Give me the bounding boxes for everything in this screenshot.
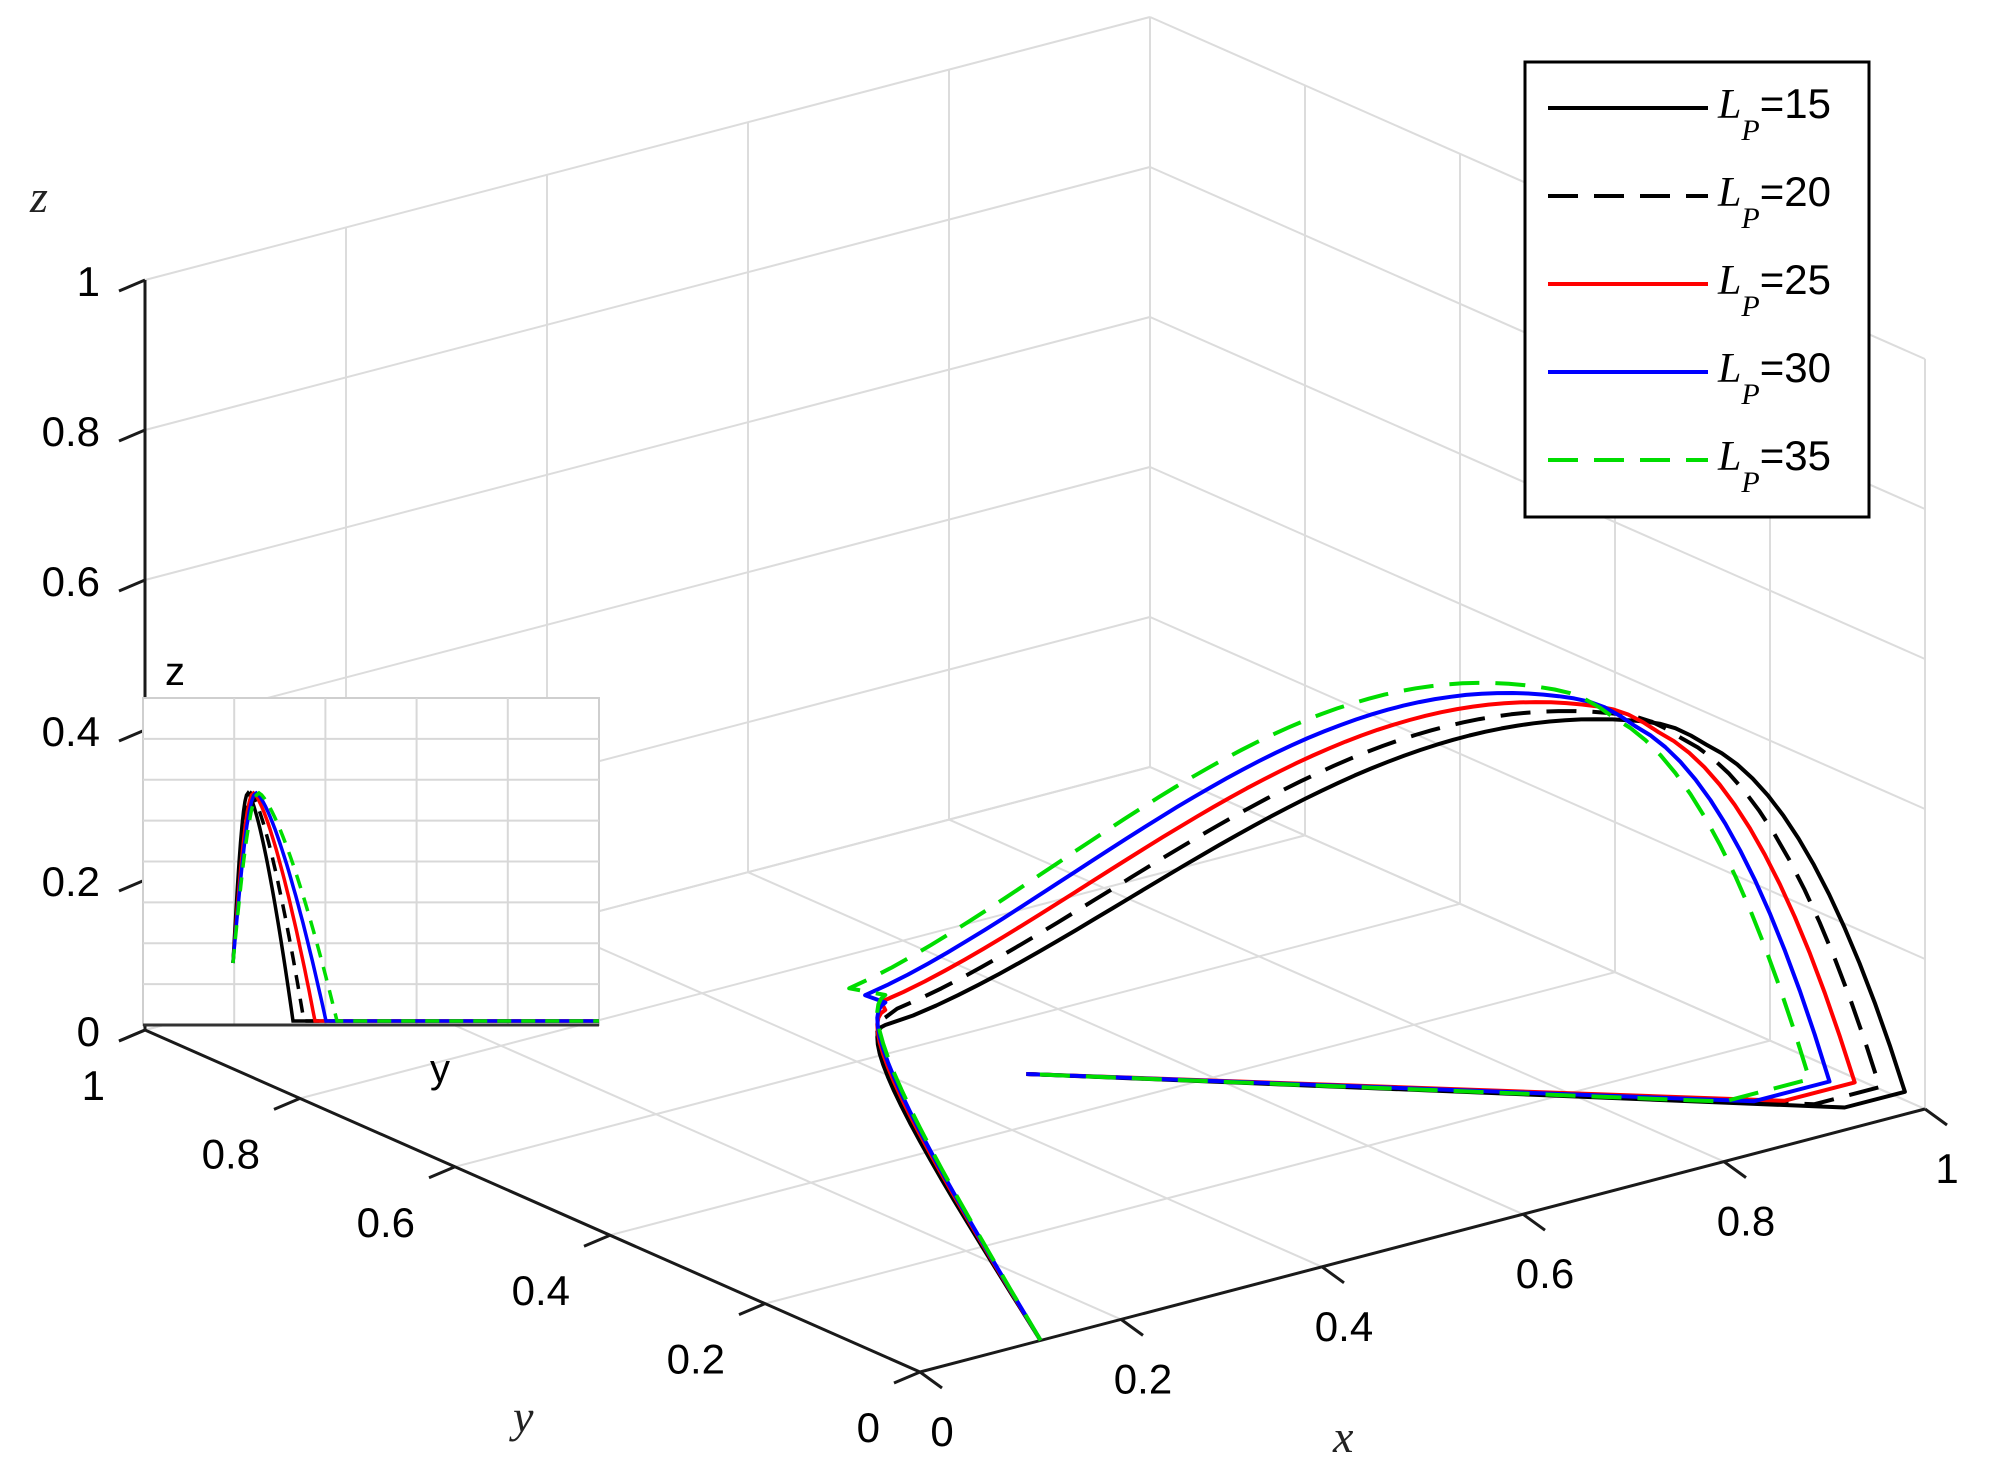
y-tick-mark — [118, 1028, 146, 1043]
z-tick-mark — [118, 728, 146, 743]
z-tick-mark — [118, 428, 146, 443]
x-tick-mark — [1321, 1265, 1345, 1285]
legend-label-2: LP=20 — [1717, 168, 1831, 235]
inset-grid — [143, 698, 599, 1027]
y-tick-label: 0.2 — [667, 1336, 725, 1383]
grid-line — [1149, 616, 1926, 960]
y-tick-label: 0 — [857, 1404, 880, 1451]
axis-ticks: 0 0.2 0.4 0.6 0.8 1 0 0.2 0.4 0.6 0.8 1 0 0.2 0.4 0.6 0.… — [42, 258, 1959, 1455]
z-tick-mark — [118, 578, 146, 593]
grid-line — [454, 902, 1461, 1168]
x-tick-mark — [1522, 1212, 1546, 1232]
series-line-5 — [847, 680, 1812, 1342]
series-line-1 — [875, 717, 1907, 1342]
legend: LP=15 LP=20 LP=25 LP=30 LP=35 — [1523, 60, 1871, 519]
legend-label-4: LP=30 — [1717, 344, 1831, 411]
legend-entries: LP=15 LP=20 LP=25 LP=30 LP=35 — [1548, 80, 1831, 499]
x-tick-label: 0.2 — [1114, 1355, 1172, 1402]
z-tick-label: 0.6 — [42, 558, 100, 605]
inset-series-line-1 — [231, 790, 599, 1023]
grid-line — [948, 818, 1725, 1163]
inset-series-line-3 — [231, 790, 599, 1023]
x-tick-label: 1 — [1935, 1145, 1958, 1192]
x-tick-label: 0.6 — [1516, 1250, 1574, 1297]
x-tick-label: 0.8 — [1717, 1198, 1775, 1245]
inset-y-label: y — [430, 1047, 450, 1091]
grid-line — [747, 871, 1524, 1216]
z-tick-label: 0.4 — [42, 708, 100, 755]
z-tick-label: 0 — [77, 1008, 100, 1055]
z-tick-mark — [118, 278, 146, 293]
y-tick-mark — [273, 1097, 301, 1111]
inset-series-line-4 — [231, 790, 599, 1023]
x-tick-mark — [1120, 1318, 1144, 1337]
y-tick-mark — [428, 1165, 456, 1180]
x-axis-line — [919, 1107, 1926, 1374]
x-tick-mark — [919, 1370, 943, 1390]
x-axis-label: x — [1332, 1411, 1354, 1462]
grid-line — [345, 976, 1122, 1321]
grid-line — [609, 971, 1616, 1237]
x-tick-mark — [1924, 1107, 1948, 1127]
z-axis-label: z — [29, 171, 48, 222]
y-tick-label: 0.4 — [512, 1267, 570, 1314]
legend-label-1: LP=15 — [1717, 80, 1831, 147]
y-axis-label: y — [509, 1391, 534, 1442]
inset-series-line-2 — [231, 790, 599, 1023]
grid-line — [546, 923, 1323, 1268]
grid-line — [1149, 466, 1926, 810]
inset-z-label: z — [165, 650, 185, 694]
z-tick-label: 0.2 — [42, 858, 100, 905]
y-tick-label: 0.8 — [202, 1130, 260, 1177]
series-line-4 — [863, 691, 1832, 1342]
y-tick-mark — [738, 1302, 766, 1316]
series-lines — [847, 680, 1907, 1342]
grid-line — [299, 834, 1306, 1100]
inset-plot: z y — [142, 650, 600, 1091]
grid-line — [764, 1039, 1771, 1305]
y-tick-label: 0.6 — [357, 1199, 415, 1246]
y-axis-line — [144, 1028, 921, 1374]
grid-line — [144, 16, 1151, 281]
y-tick-label: 1 — [82, 1062, 105, 1109]
grid-line — [144, 166, 1151, 431]
inset-series-lines — [231, 790, 599, 1023]
grid-line — [1149, 766, 1926, 1110]
x-tick-label: 0 — [930, 1408, 953, 1455]
grid-line — [144, 316, 1151, 581]
y-tick-mark — [893, 1370, 921, 1385]
x-tick-label: 0.4 — [1315, 1303, 1373, 1350]
z-tick-label: 1 — [77, 258, 100, 305]
z-tick-label: 0.8 — [42, 408, 100, 455]
grid-line — [144, 466, 1151, 731]
legend-label-5: LP=35 — [1717, 432, 1831, 499]
legend-label-3: LP=25 — [1717, 256, 1831, 323]
legend-box — [1523, 60, 1871, 519]
y-tick-mark — [583, 1233, 611, 1248]
z-tick-mark — [118, 878, 146, 893]
x-tick-mark — [1723, 1160, 1747, 1179]
series-line-2 — [875, 709, 1882, 1342]
inset-series-line-5 — [231, 790, 599, 1023]
